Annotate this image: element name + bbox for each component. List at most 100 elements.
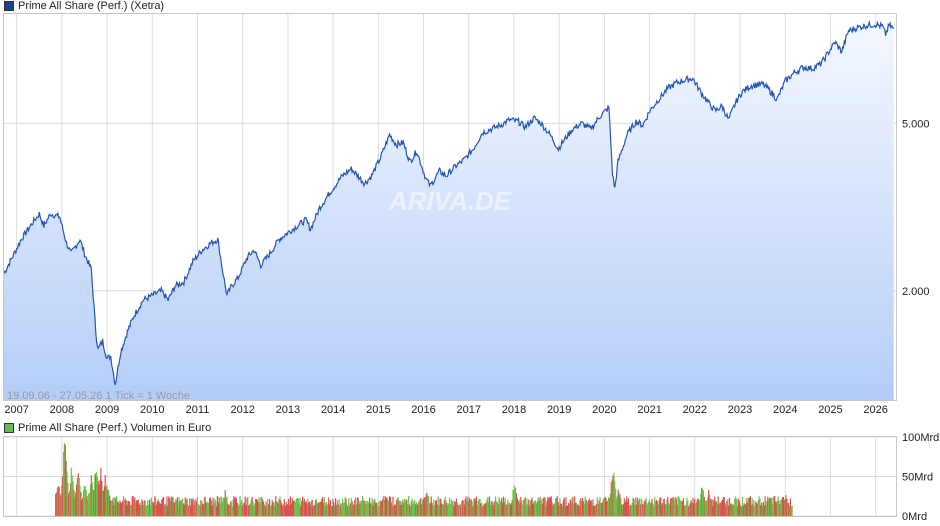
watermark: ARIVA.DE — [388, 186, 512, 216]
volume-bar-387 — [391, 506, 393, 516]
volume-bar-374 — [380, 501, 382, 516]
volume-bar-150 — [185, 499, 187, 516]
volume-bar-528 — [514, 485, 516, 516]
volume-bar-362 — [369, 503, 371, 516]
volume-bar-617 — [591, 505, 593, 516]
volume-bar-85 — [129, 501, 131, 516]
volume-bar-386 — [390, 502, 392, 516]
volume-bar-112 — [152, 502, 154, 516]
price-legend-swatch — [4, 1, 14, 11]
volume-bar-650 — [620, 498, 622, 516]
volume-bar-54 — [102, 490, 104, 516]
volume-bar-309 — [323, 497, 325, 516]
volume-bar-683 — [648, 499, 651, 516]
volume-bar-336 — [347, 506, 349, 516]
volume-bar-273 — [292, 500, 294, 516]
volume-bar-154 — [189, 497, 191, 516]
volume-bar-243 — [266, 506, 268, 516]
price-legend-label: Prime All Share (Perf.) (Xetra) — [18, 0, 165, 12]
volume-bar-429 — [428, 496, 430, 516]
volume-bar-187 — [217, 502, 219, 516]
volume-bar-337 — [348, 498, 350, 516]
volume-bar-156 — [190, 498, 192, 516]
volume-bar-289 — [306, 503, 308, 516]
volume-bar-747 — [704, 501, 706, 516]
volume-bar-280 — [298, 503, 300, 516]
volume-legend-swatch — [4, 423, 14, 433]
volume-bar-147 — [182, 503, 185, 516]
volume-bar-353 — [362, 496, 364, 516]
volume-bar-32 — [82, 489, 85, 516]
volume-bar-131 — [169, 498, 171, 516]
volume-bar-20 — [72, 481, 74, 516]
volume-bar-495 — [485, 502, 487, 516]
volume-bar-598 — [575, 502, 577, 516]
volume-bar-434 — [432, 505, 434, 516]
volume-bar-108 — [149, 499, 151, 516]
volume-bar-160 — [194, 500, 196, 516]
volume-bar-38 — [88, 493, 90, 516]
volume-bar-735 — [694, 498, 696, 516]
volume-bar-772 — [726, 501, 728, 516]
volume-bar-811 — [760, 505, 762, 516]
volume-bar-648 — [618, 492, 620, 516]
volume-bar-402 — [404, 500, 406, 516]
volume-bar-314 — [328, 497, 330, 516]
volume-bar-3 — [57, 486, 59, 516]
volume-bar-469 — [462, 500, 465, 516]
volume-bar-226 — [251, 497, 253, 516]
volume-bar-830 — [776, 500, 778, 516]
volume-bar-512 — [500, 502, 502, 516]
volume-bar-548 — [531, 497, 533, 516]
volume-bar-447 — [443, 500, 445, 516]
volume-bar-492 — [482, 505, 484, 516]
volume-bar-688 — [653, 506, 655, 516]
volume-bar-318 — [331, 506, 333, 516]
volume-bar-49 — [97, 481, 99, 516]
price-plot-frame — [3, 13, 897, 401]
volume-bar-795 — [746, 498, 748, 516]
volume-bar-285 — [302, 501, 305, 516]
volume-bar-801 — [751, 498, 753, 516]
volume-bar-328 — [340, 503, 342, 516]
volume-bar-531 — [516, 498, 518, 516]
volume-bar-25 — [76, 478, 78, 516]
volume-bar-266 — [286, 504, 288, 516]
volume-bar-690 — [655, 501, 657, 516]
volume-bar-736 — [695, 503, 697, 516]
volume-bar-268 — [288, 499, 290, 516]
volume-bar-242 — [265, 501, 267, 516]
volume-bar-287 — [304, 501, 306, 516]
volume-bar-259 — [280, 500, 282, 516]
volume-bar-805 — [755, 501, 757, 516]
volume-bar-320 — [333, 502, 335, 516]
volume-bar-748 — [705, 500, 707, 516]
volume-bar-656 — [625, 499, 627, 516]
volume-bar-170 — [202, 504, 205, 516]
volume-bar-636 — [608, 497, 610, 516]
volume-bar-788 — [740, 505, 742, 516]
volume-bar-0 — [55, 493, 57, 516]
volume-bar-480 — [472, 506, 474, 516]
volume-bar-89 — [132, 496, 134, 516]
volume-bar-142 — [178, 497, 180, 516]
volume-bar-298 — [314, 505, 316, 516]
volume-bar-194 — [223, 498, 225, 516]
volume-bar-526 — [512, 489, 514, 516]
volume-bar-275 — [294, 500, 296, 516]
volume-bar-223 — [249, 504, 251, 516]
x-tick-label-2025: 2025 — [818, 404, 842, 416]
volume-bar-613 — [588, 500, 590, 516]
volume-bar-6 — [60, 493, 62, 516]
volume-bar-201 — [229, 502, 231, 516]
volume-bar-465 — [459, 503, 461, 516]
volume-bar-589 — [567, 505, 569, 516]
volume-bar-341 — [351, 501, 353, 516]
volume-bar-442 — [439, 498, 441, 516]
volume-bar-99 — [141, 499, 143, 516]
volume-bar-406 — [408, 496, 410, 516]
volume-bar-582 — [561, 503, 563, 516]
volume-bar-42 — [91, 482, 93, 516]
volume-bar-370 — [376, 506, 378, 516]
volume-bar-724 — [684, 506, 686, 516]
